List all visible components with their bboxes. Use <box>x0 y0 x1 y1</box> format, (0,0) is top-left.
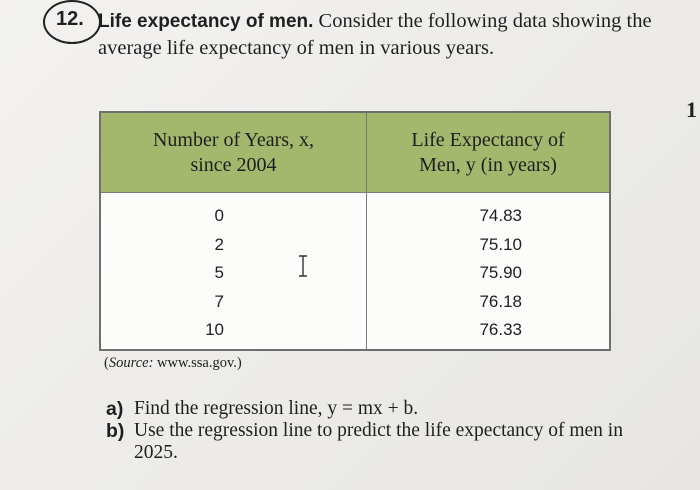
text-cursor-icon <box>299 255 307 277</box>
x-value: 10 <box>205 320 224 339</box>
header-x: Number of Years, x, since 2004 <box>99 111 367 193</box>
question-text: Find the regression line, y = mx + b. <box>134 398 419 419</box>
x-value: 0 <box>214 206 224 225</box>
header-y: Life Expectancy of Men, y (in years) <box>366 111 611 193</box>
table-header-row: Number of Years, x, since 2004 Life Expe… <box>99 111 611 193</box>
table-body-row: 0 2 5 7 10 74.83 75.10 75.90 76.18 76.33 <box>99 192 611 351</box>
x-values-cell: 0 2 5 7 10 <box>99 192 367 351</box>
y-values-cell: 74.83 75.10 75.90 76.18 76.33 <box>366 192 611 351</box>
question-item: b) Use the regression line to predict th… <box>106 420 666 464</box>
x-value: 5 <box>214 263 224 282</box>
y-value: 76.33 <box>479 320 522 339</box>
x-values-list: 0 2 5 7 10 <box>102 202 224 345</box>
y-value: 74.83 <box>479 206 522 225</box>
y-values-list: 74.83 75.10 75.90 76.18 76.33 <box>368 202 522 345</box>
problem-statement: Life expectancy of men. Consider the fol… <box>98 8 658 61</box>
problem-number-circle <box>43 0 101 44</box>
source-note: (Source: www.ssa.gov.) <box>104 355 242 371</box>
y-value: 75.90 <box>479 263 522 282</box>
y-value: 75.10 <box>479 234 522 254</box>
problem-description: Consider the following data showing the … <box>98 10 652 59</box>
y-value: 76.18 <box>479 291 522 311</box>
problem-title: Life expectancy of men. <box>98 11 314 32</box>
question-text: Use the regression line to predict the l… <box>134 420 623 463</box>
source-url: www.ssa.gov. <box>157 355 237 371</box>
question-list: a) Find the regression line, y = mx + b.… <box>106 398 666 464</box>
x-value: 2 <box>214 234 224 254</box>
source-label: Source: <box>108 355 154 371</box>
x-value: 7 <box>214 291 224 311</box>
margin-page-number: 1 <box>686 97 697 122</box>
problem-number: 12. <box>56 8 84 30</box>
question-label: a) <box>106 398 124 420</box>
question-label: b) <box>106 420 125 442</box>
data-table: Number of Years, x, since 2004 Life Expe… <box>99 111 611 351</box>
question-item: a) Find the regression line, y = mx + b. <box>106 398 666 420</box>
